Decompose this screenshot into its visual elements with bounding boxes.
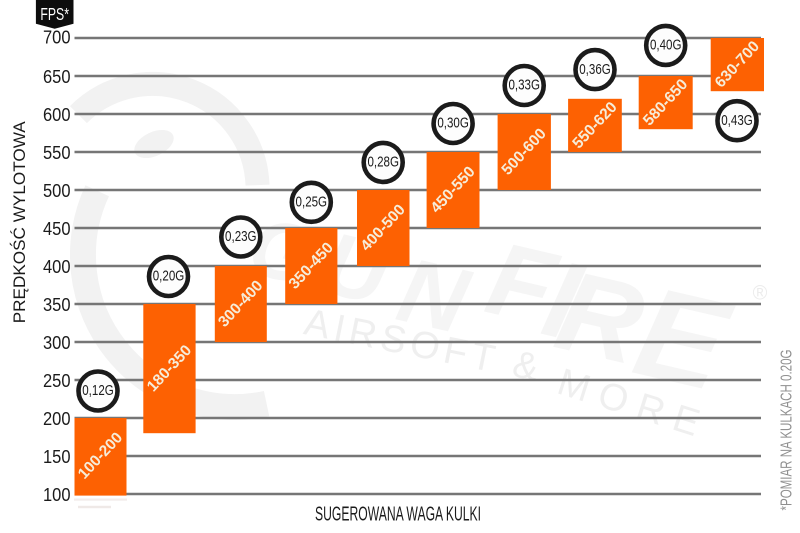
svg-text:0,43G: 0,43G [721,112,753,129]
svg-text:0,28G: 0,28G [367,154,399,171]
svg-text:0,23G: 0,23G [225,228,257,245]
svg-text:500: 500 [43,180,71,201]
svg-text:550: 550 [43,142,71,163]
svg-text:®: ® [753,283,768,305]
svg-text:PRĘDKOŚĆ WYLOTOWA: PRĘDKOŚĆ WYLOTOWA [10,121,29,324]
svg-text:0,40G: 0,40G [650,37,682,54]
svg-text:250: 250 [43,370,71,391]
svg-text:0,36G: 0,36G [579,61,611,78]
svg-text:700: 700 [43,27,71,48]
svg-text:400: 400 [43,256,71,277]
svg-text:SUGEROWANA WAGA KULKI: SUGEROWANA WAGA KULKI [315,504,481,526]
svg-text:0,25G: 0,25G [296,194,328,211]
svg-text:350: 350 [43,294,71,315]
svg-text:0,20G: 0,20G [153,268,185,285]
svg-text:150: 150 [43,446,71,467]
svg-text:450: 450 [43,218,71,239]
svg-text:0,33G: 0,33G [508,77,540,94]
svg-text:600: 600 [43,104,71,125]
svg-text:0,30G: 0,30G [437,115,469,132]
svg-text:100: 100 [43,484,71,505]
svg-text:*POMIAR NA KULKACH 0.20G: *POMIAR NA KULKACH 0.20G [779,350,796,511]
svg-text:FPS*: FPS* [40,4,69,24]
svg-text:200: 200 [43,408,71,429]
svg-text:300: 300 [43,332,71,353]
svg-text:0,12G: 0,12G [82,382,114,399]
svg-text:650: 650 [43,66,71,87]
